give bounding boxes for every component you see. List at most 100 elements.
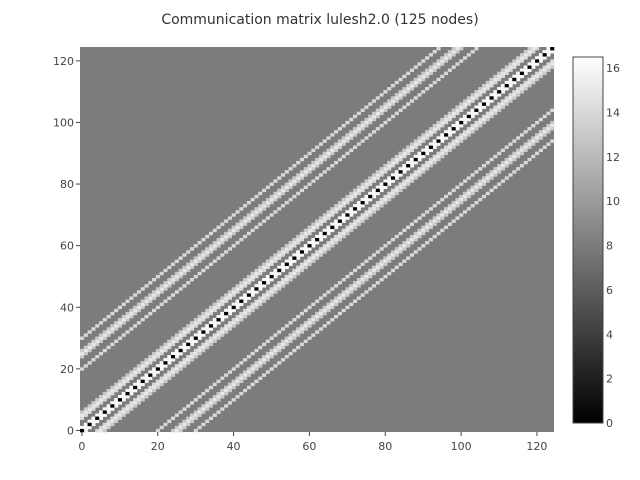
heatmap-cell [102,333,107,337]
heatmap-cell [193,336,198,340]
heatmap-cell [318,250,323,254]
heatmap-cell [280,204,286,208]
heatmap-cell [504,96,509,100]
heatmap-cell [542,127,547,131]
heatmap-cell [504,68,509,72]
heatmap-cell [535,133,540,137]
heatmap-cell [197,271,202,276]
y-tick-label: 20 [60,363,74,376]
heatmap-cell [292,318,297,322]
heatmap-cell [383,262,388,266]
heatmap-cell [409,142,414,146]
heatmap-cell [186,327,191,331]
heatmap-cell [216,330,221,334]
heatmap-cell [387,259,392,263]
heatmap-cell [250,271,255,276]
heatmap-cell [447,145,452,149]
heatmap-cell [345,293,350,297]
heatmap-cell [197,336,202,340]
heatmap-cell [303,154,308,159]
heatmap-cell [315,241,320,245]
heatmap-cell [273,351,278,356]
heatmap-cell [387,182,392,186]
heatmap-cell [334,237,339,242]
heatmap-cell [379,111,384,116]
heatmap-cell [186,358,191,362]
heatmap-cell [531,47,536,51]
heatmap-cell [80,351,85,356]
heatmap-cell [254,207,259,211]
heatmap-cell [227,324,232,328]
heatmap-cell [129,404,134,408]
heatmap-cell [167,358,172,362]
heatmap-cell [402,182,407,186]
heatmap-cell [284,262,289,266]
heatmap-cell [239,391,244,396]
heatmap-cell [387,160,392,165]
heatmap-cell [398,108,403,112]
heatmap-cell [425,225,430,230]
heatmap-cell [262,355,267,359]
heatmap-cell [303,228,308,233]
heatmap-cell [220,376,225,380]
heatmap-cell [277,281,282,285]
heatmap-cell [451,47,456,51]
heatmap-cell [220,253,225,257]
heatmap-cell [368,274,373,279]
heatmap-cell [243,278,248,282]
heatmap-cell [246,281,251,285]
heatmap-cell [95,339,100,343]
heatmap-cell [258,358,263,362]
heatmap-cell [368,210,373,214]
heatmap-cell [280,342,286,347]
heatmap-cell [129,370,134,374]
heatmap-cell [432,68,437,72]
heatmap-cell [239,287,244,291]
heatmap-cell [493,90,498,94]
heatmap-cell [288,259,293,263]
heatmap-cell [250,197,255,202]
heatmap-cell [277,256,282,260]
heatmap-cell [436,151,441,156]
heatmap-cell [341,216,346,220]
heatmap-cell [102,410,107,414]
heatmap-cell [406,167,411,171]
heatmap-cell [353,194,358,199]
heatmap-cell [485,117,490,122]
heatmap-cell [546,130,551,134]
heatmap-cell [546,124,551,128]
heatmap-cell [337,127,342,131]
heatmap-cell [466,176,471,180]
heatmap-cell [337,281,342,285]
heatmap-cell [171,416,176,420]
heatmap-cell [413,219,418,223]
heatmap-cell [349,130,354,134]
heatmap-cell [121,318,126,322]
heatmap-cell [129,373,134,377]
heatmap-cell [497,182,502,186]
heatmap-cell [353,299,358,303]
heatmap-cell [478,120,483,125]
heatmap-cell [421,228,426,233]
heatmap-cell [390,114,396,119]
heatmap-cell [371,173,377,177]
heatmap-cell [353,210,358,214]
heatmap-cell [152,388,157,393]
heatmap-cell [148,361,153,365]
heatmap-cell [159,271,164,276]
heatmap-cell [288,274,293,279]
heatmap-cell [398,170,403,174]
heatmap-cell [296,327,301,331]
heatmap-cell [106,395,111,399]
heatmap-cell [254,305,259,310]
heatmap-cell [227,247,232,251]
heatmap-cell [163,361,168,365]
heatmap-cell [368,194,373,199]
heatmap-cell [409,145,414,149]
heatmap-cell [280,345,286,350]
heatmap-cell [98,339,104,343]
heatmap-cell [296,179,301,183]
heatmap-cell [409,157,414,162]
heatmap-cell [121,321,126,325]
heatmap-cell [447,222,452,226]
